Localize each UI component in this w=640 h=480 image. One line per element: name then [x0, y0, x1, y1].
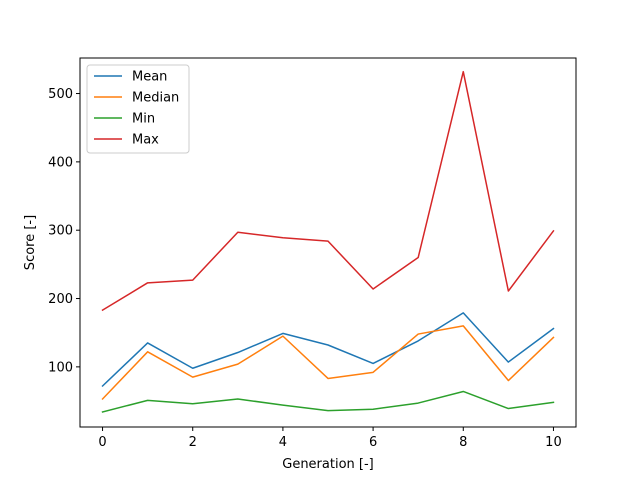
series-line-max [101, 70, 555, 312]
legend-label-min: Min [132, 112, 155, 127]
x-tick-label: 2 [189, 435, 197, 450]
x-axis-label: Generation [-] [282, 457, 374, 472]
series-line-min [101, 390, 555, 413]
legend: Mean Median Min Max [86, 64, 190, 154]
y-tick-label: 500 [48, 87, 73, 102]
y-axis-label: Score [-] [23, 215, 38, 270]
x-axis-ticks: 0 2 4 6 8 10 [98, 427, 562, 450]
legend-box [86, 64, 190, 154]
y-tick-label: 300 [48, 224, 73, 239]
x-tick-label: 4 [279, 435, 287, 450]
series-lines [101, 70, 555, 413]
y-tick-label: 200 [48, 292, 73, 307]
y-axis-ticks: 100 200 300 400 500 [48, 87, 80, 375]
y-tick-label: 400 [48, 155, 73, 170]
x-tick-label: 0 [98, 435, 106, 450]
legend-label-max: Max [132, 133, 159, 148]
legend-label-median: Median [132, 91, 179, 106]
y-tick-label: 100 [48, 360, 73, 375]
series-line-median [101, 325, 555, 401]
x-tick-label: 10 [545, 435, 562, 450]
x-tick-label: 6 [369, 435, 377, 450]
plot-frame [79, 57, 577, 428]
x-tick-label: 8 [459, 435, 467, 450]
legend-label-mean: Mean [132, 70, 167, 85]
series-line-mean [101, 312, 555, 388]
